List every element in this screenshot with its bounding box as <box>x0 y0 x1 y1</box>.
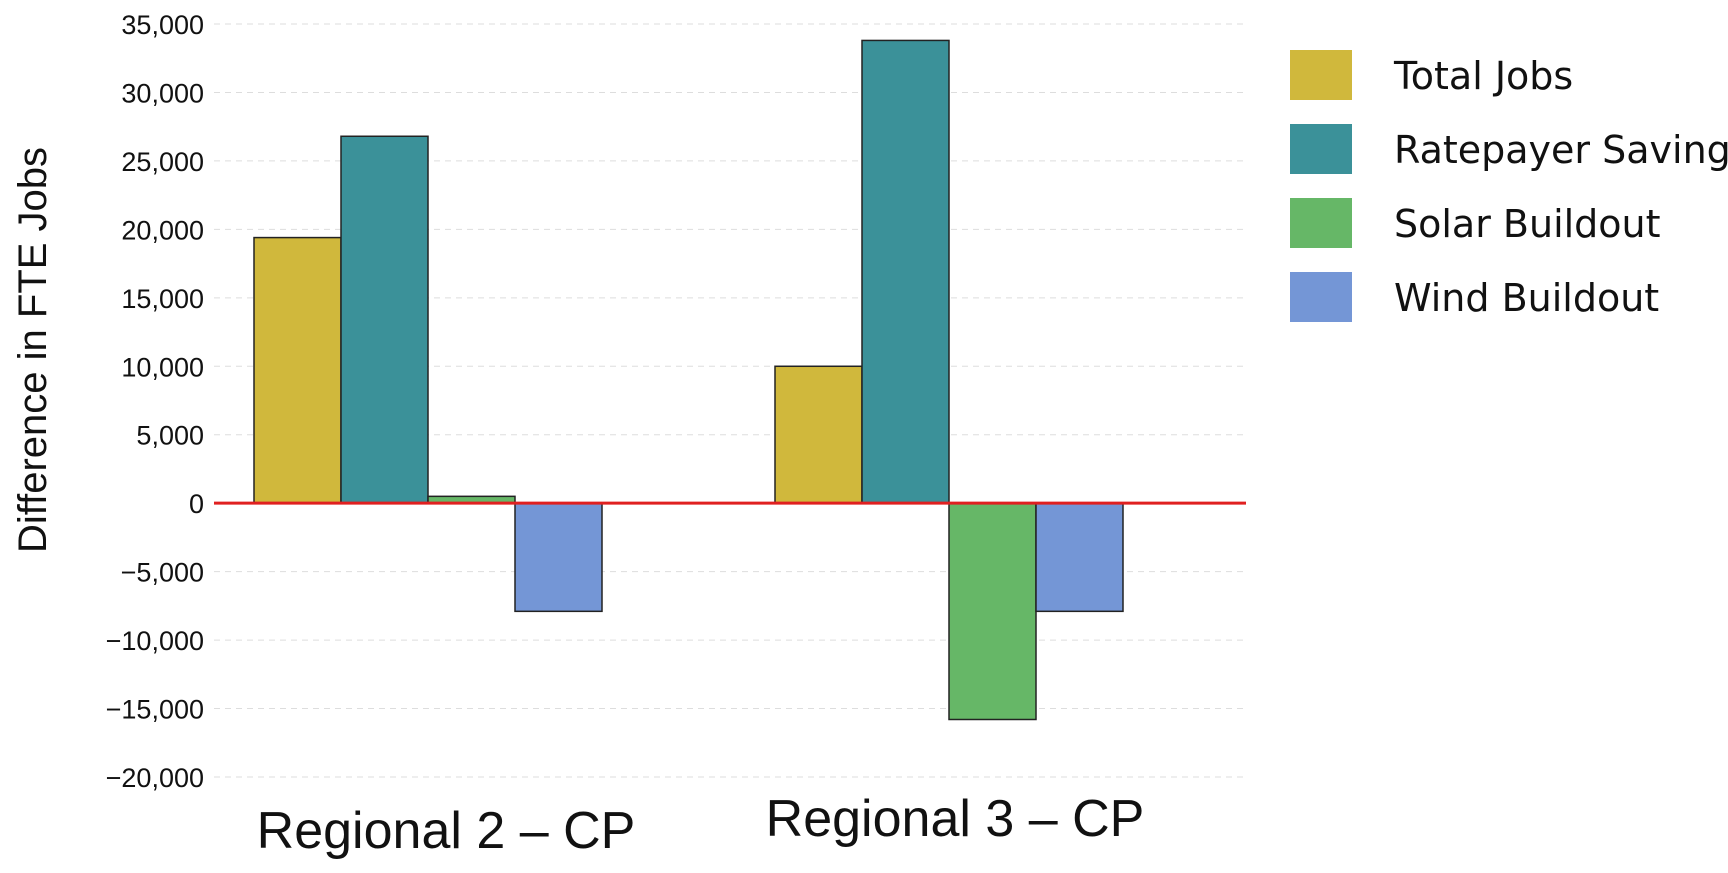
y-axis-label: Difference in FTE Jobs <box>11 147 55 553</box>
y-tick-label: 15,000 <box>121 284 204 314</box>
y-tick-label: 25,000 <box>121 147 204 177</box>
legend-item: Total Jobs <box>1290 50 1720 124</box>
legend-item: Wind Buildout <box>1290 272 1720 346</box>
legend-swatch <box>1290 50 1352 100</box>
bar-ratepayer-savings-1 <box>340 135 429 504</box>
legend: Total Jobs Ratepayer Savings Solar Buildou… <box>1290 50 1728 346</box>
y-tick-label: −5,000 <box>121 558 204 588</box>
legend-label: Ratepayer Savings <box>1394 128 1728 172</box>
y-tick-label: 35,000 <box>121 10 204 40</box>
bar-wind-buildout-1 <box>514 502 603 613</box>
legend-label: Wind Buildout <box>1394 276 1660 320</box>
bar-solar-buildout-2 <box>948 502 1037 721</box>
y-axis-ticks: 35,000 30,000 25,000 20,000 15,000 10,000 5,00… <box>106 10 204 793</box>
legend-item: Ratepayer Savings <box>1290 124 1728 198</box>
legend-item: Solar Buildout <box>1290 198 1720 272</box>
y-tick-label: 30,000 <box>121 78 204 108</box>
y-tick-label: −20,000 <box>106 763 204 793</box>
legend-label: Total Jobs <box>1394 54 1574 98</box>
legend-label: Solar Buildout <box>1394 202 1661 246</box>
y-tick-label: 10,000 <box>121 352 204 382</box>
bar-wind-buildout-2 <box>1035 502 1124 613</box>
y-tick-label: 0 <box>189 489 204 519</box>
bar-total-jobs-1 <box>253 236 342 504</box>
y-tick-label: −15,000 <box>106 695 204 725</box>
x-category-label: Regional 3 – CP <box>766 790 1145 848</box>
legend-swatch <box>1290 272 1352 322</box>
bar-ratepayer-savings-2 <box>861 39 950 504</box>
bar-total-jobs-2 <box>774 365 863 504</box>
y-tick-label: −10,000 <box>106 626 204 656</box>
y-tick-label: 5,000 <box>136 421 204 451</box>
x-axis-categories: Regional 2 – CP Regional 3 – CP <box>257 790 1145 860</box>
x-category-label: Regional 2 – CP <box>257 802 636 860</box>
bars <box>253 39 1124 721</box>
legend-swatch <box>1290 198 1352 248</box>
legend-swatch <box>1290 124 1352 174</box>
y-tick-label: 20,000 <box>121 215 204 245</box>
